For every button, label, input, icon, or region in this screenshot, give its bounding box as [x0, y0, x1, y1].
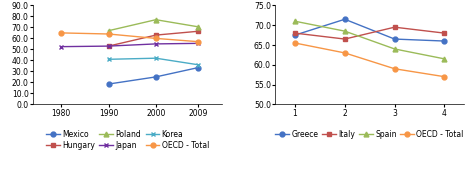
- Spain: [392, 48, 397, 50]
- Greece: [392, 38, 397, 40]
- Korea: [106, 58, 111, 60]
- Japan: [59, 46, 64, 48]
- Line: OECD - Total: OECD - Total: [59, 30, 201, 44]
- Mexico: [106, 83, 111, 85]
- Greece: [292, 34, 298, 36]
- Line: Hungary: Hungary: [106, 29, 201, 49]
- OECD - Total: [292, 42, 298, 44]
- Legend: Greece, Italy, Spain, OECD - Total: Greece, Italy, Spain, OECD - Total: [275, 130, 464, 139]
- Mexico: [153, 76, 159, 78]
- Japan: [153, 43, 159, 45]
- Legend: Mexico, Hungary, Poland, Japan, Korea, OECD - Total: Mexico, Hungary, Poland, Japan, Korea, O…: [46, 130, 209, 150]
- Poland: [153, 19, 159, 21]
- Italy: [292, 32, 298, 34]
- Poland: [106, 30, 111, 32]
- Line: Mexico: Mexico: [106, 65, 201, 86]
- Hungary: [196, 30, 201, 32]
- Greece: [442, 40, 447, 42]
- Line: Poland: Poland: [106, 17, 201, 33]
- Hungary: [106, 45, 111, 47]
- Korea: [153, 57, 159, 59]
- OECD - Total: [392, 68, 397, 70]
- Korea: [196, 64, 201, 66]
- Italy: [342, 38, 348, 40]
- Mexico: [196, 66, 201, 69]
- OECD - Total: [153, 37, 159, 39]
- Spain: [442, 58, 447, 60]
- Greece: [342, 18, 348, 20]
- OECD - Total: [196, 41, 201, 43]
- Spain: [292, 20, 298, 22]
- Japan: [196, 42, 201, 44]
- Italy: [392, 26, 397, 28]
- Line: Japan: Japan: [59, 41, 201, 49]
- Line: Greece: Greece: [293, 17, 447, 44]
- OECD - Total: [342, 52, 348, 54]
- Hungary: [153, 34, 159, 36]
- Japan: [106, 45, 111, 47]
- Spain: [342, 30, 348, 32]
- Italy: [442, 32, 447, 34]
- Line: Spain: Spain: [293, 19, 447, 61]
- Line: Italy: Italy: [293, 25, 447, 42]
- OECD - Total: [59, 32, 64, 34]
- Line: OECD - Total: OECD - Total: [293, 40, 447, 79]
- Poland: [196, 26, 201, 28]
- OECD - Total: [442, 76, 447, 78]
- OECD - Total: [106, 33, 111, 35]
- Line: Korea: Korea: [106, 56, 201, 67]
